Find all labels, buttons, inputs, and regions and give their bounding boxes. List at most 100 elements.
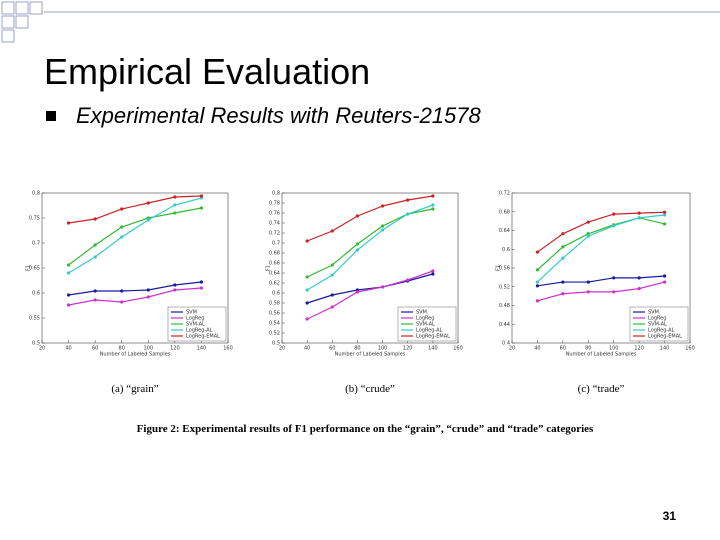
series-line <box>306 204 434 291</box>
series-line <box>537 281 665 302</box>
x-tick-label: 160 <box>685 346 695 352</box>
y-tick-label: 0.58 <box>269 301 280 307</box>
legend-label: LogReg-EMAL <box>186 334 220 340</box>
data-point <box>406 198 410 202</box>
x-tick-label: 20 <box>509 346 515 352</box>
data-point <box>305 317 309 321</box>
data-point <box>586 234 590 238</box>
data-point <box>173 195 177 199</box>
y-tick-label: 0.66 <box>269 261 280 267</box>
data-point <box>637 211 641 215</box>
corner-decoration <box>1 1 43 43</box>
data-point <box>120 300 124 304</box>
data-point <box>146 288 150 292</box>
figure-caption: Figure 2: Experimental results of F1 per… <box>137 423 594 435</box>
x-tick-label: 40 <box>304 346 310 352</box>
data-point <box>431 269 435 273</box>
data-point <box>586 280 590 284</box>
legend-label: SVM-AL <box>186 322 205 328</box>
x-tick-label: 140 <box>660 346 670 352</box>
data-point <box>120 225 124 229</box>
legend-label: SVM <box>416 310 427 316</box>
y-tick-label: 0.44 <box>499 322 510 328</box>
data-point <box>431 203 435 207</box>
legend-label: LogReg-AL <box>648 328 675 334</box>
data-point <box>406 212 410 216</box>
data-point <box>612 276 616 280</box>
data-point <box>561 280 565 284</box>
legend-label: SVM-AL <box>648 322 667 328</box>
data-point <box>66 221 71 225</box>
data-point <box>173 288 177 292</box>
y-tick-label: 0.7 <box>272 241 280 247</box>
data-point <box>120 235 124 239</box>
x-tick-label: 120 <box>170 346 180 352</box>
legend-label: SVM <box>186 310 197 316</box>
data-point <box>355 248 360 252</box>
x-tick-label: 80 <box>119 346 125 352</box>
series-line <box>68 281 202 296</box>
series-line <box>537 214 665 283</box>
series-line <box>306 195 433 242</box>
y-tick-label: 0.56 <box>269 311 280 317</box>
data-point <box>66 293 71 297</box>
legend-label: LogReg-EMAL <box>648 334 682 340</box>
y-tick-label: 0.68 <box>499 209 510 215</box>
chart-caption: (c) “trade” <box>578 383 625 395</box>
data-point <box>173 211 177 215</box>
legend-label: LogReg <box>648 316 666 322</box>
data-point <box>662 210 667 214</box>
data-point <box>406 278 410 282</box>
y-tick-label: 0.72 <box>499 191 510 197</box>
y-tick-label: 0.52 <box>269 331 280 337</box>
data-point <box>199 194 204 198</box>
y-tick-label: 0.8 <box>272 191 280 197</box>
series-line <box>537 211 665 253</box>
x-tick-label: 80 <box>585 346 591 352</box>
x-axis-label: Number of Labeled Samples <box>100 352 171 358</box>
legend-label: SVM <box>648 310 659 316</box>
y-axis-label: F1 <box>496 265 502 271</box>
data-point <box>431 207 435 211</box>
data-point <box>330 305 334 309</box>
data-point <box>146 218 150 222</box>
y-tick-label: 0.52 <box>499 284 510 290</box>
plot-frame <box>281 192 459 344</box>
x-tick-label: 40 <box>65 346 71 352</box>
series-line <box>68 207 202 266</box>
y-tick-label: 0.74 <box>269 221 280 227</box>
data-point <box>612 290 616 294</box>
x-tick-label: 120 <box>403 346 413 352</box>
x-tick-label: 140 <box>428 346 438 352</box>
data-point <box>93 289 97 293</box>
data-point <box>146 201 150 205</box>
x-tick-label: 60 <box>329 346 335 352</box>
data-point <box>305 275 309 279</box>
data-point <box>355 242 360 246</box>
data-point <box>612 224 616 228</box>
data-point <box>380 285 385 289</box>
series-line <box>68 195 202 224</box>
data-point <box>380 228 385 232</box>
y-tick-label: 0.64 <box>499 228 510 234</box>
y-tick-label: 0.54 <box>269 321 280 327</box>
data-point <box>330 273 334 277</box>
data-point <box>535 299 540 303</box>
legend-label: LogReg-EMAL <box>416 334 450 340</box>
legend-label: LogReg <box>186 316 204 322</box>
y-tick-label: 0.5 <box>32 341 40 347</box>
x-tick-label: 100 <box>378 346 388 352</box>
x-tick-label: 100 <box>609 346 619 352</box>
data-point <box>586 232 590 236</box>
y-tick-label: 0.62 <box>269 281 280 287</box>
data-point <box>173 283 177 287</box>
data-point <box>355 214 360 218</box>
data-point <box>173 203 177 207</box>
data-point <box>93 255 97 259</box>
y-tick-label: 0.56 <box>499 266 510 272</box>
series-line <box>68 287 202 306</box>
x-axis-label: Number of Labeled Samples <box>335 352 406 358</box>
y-tick-label: 0.5 <box>272 341 280 347</box>
y-axis-label: F1 <box>266 265 272 271</box>
